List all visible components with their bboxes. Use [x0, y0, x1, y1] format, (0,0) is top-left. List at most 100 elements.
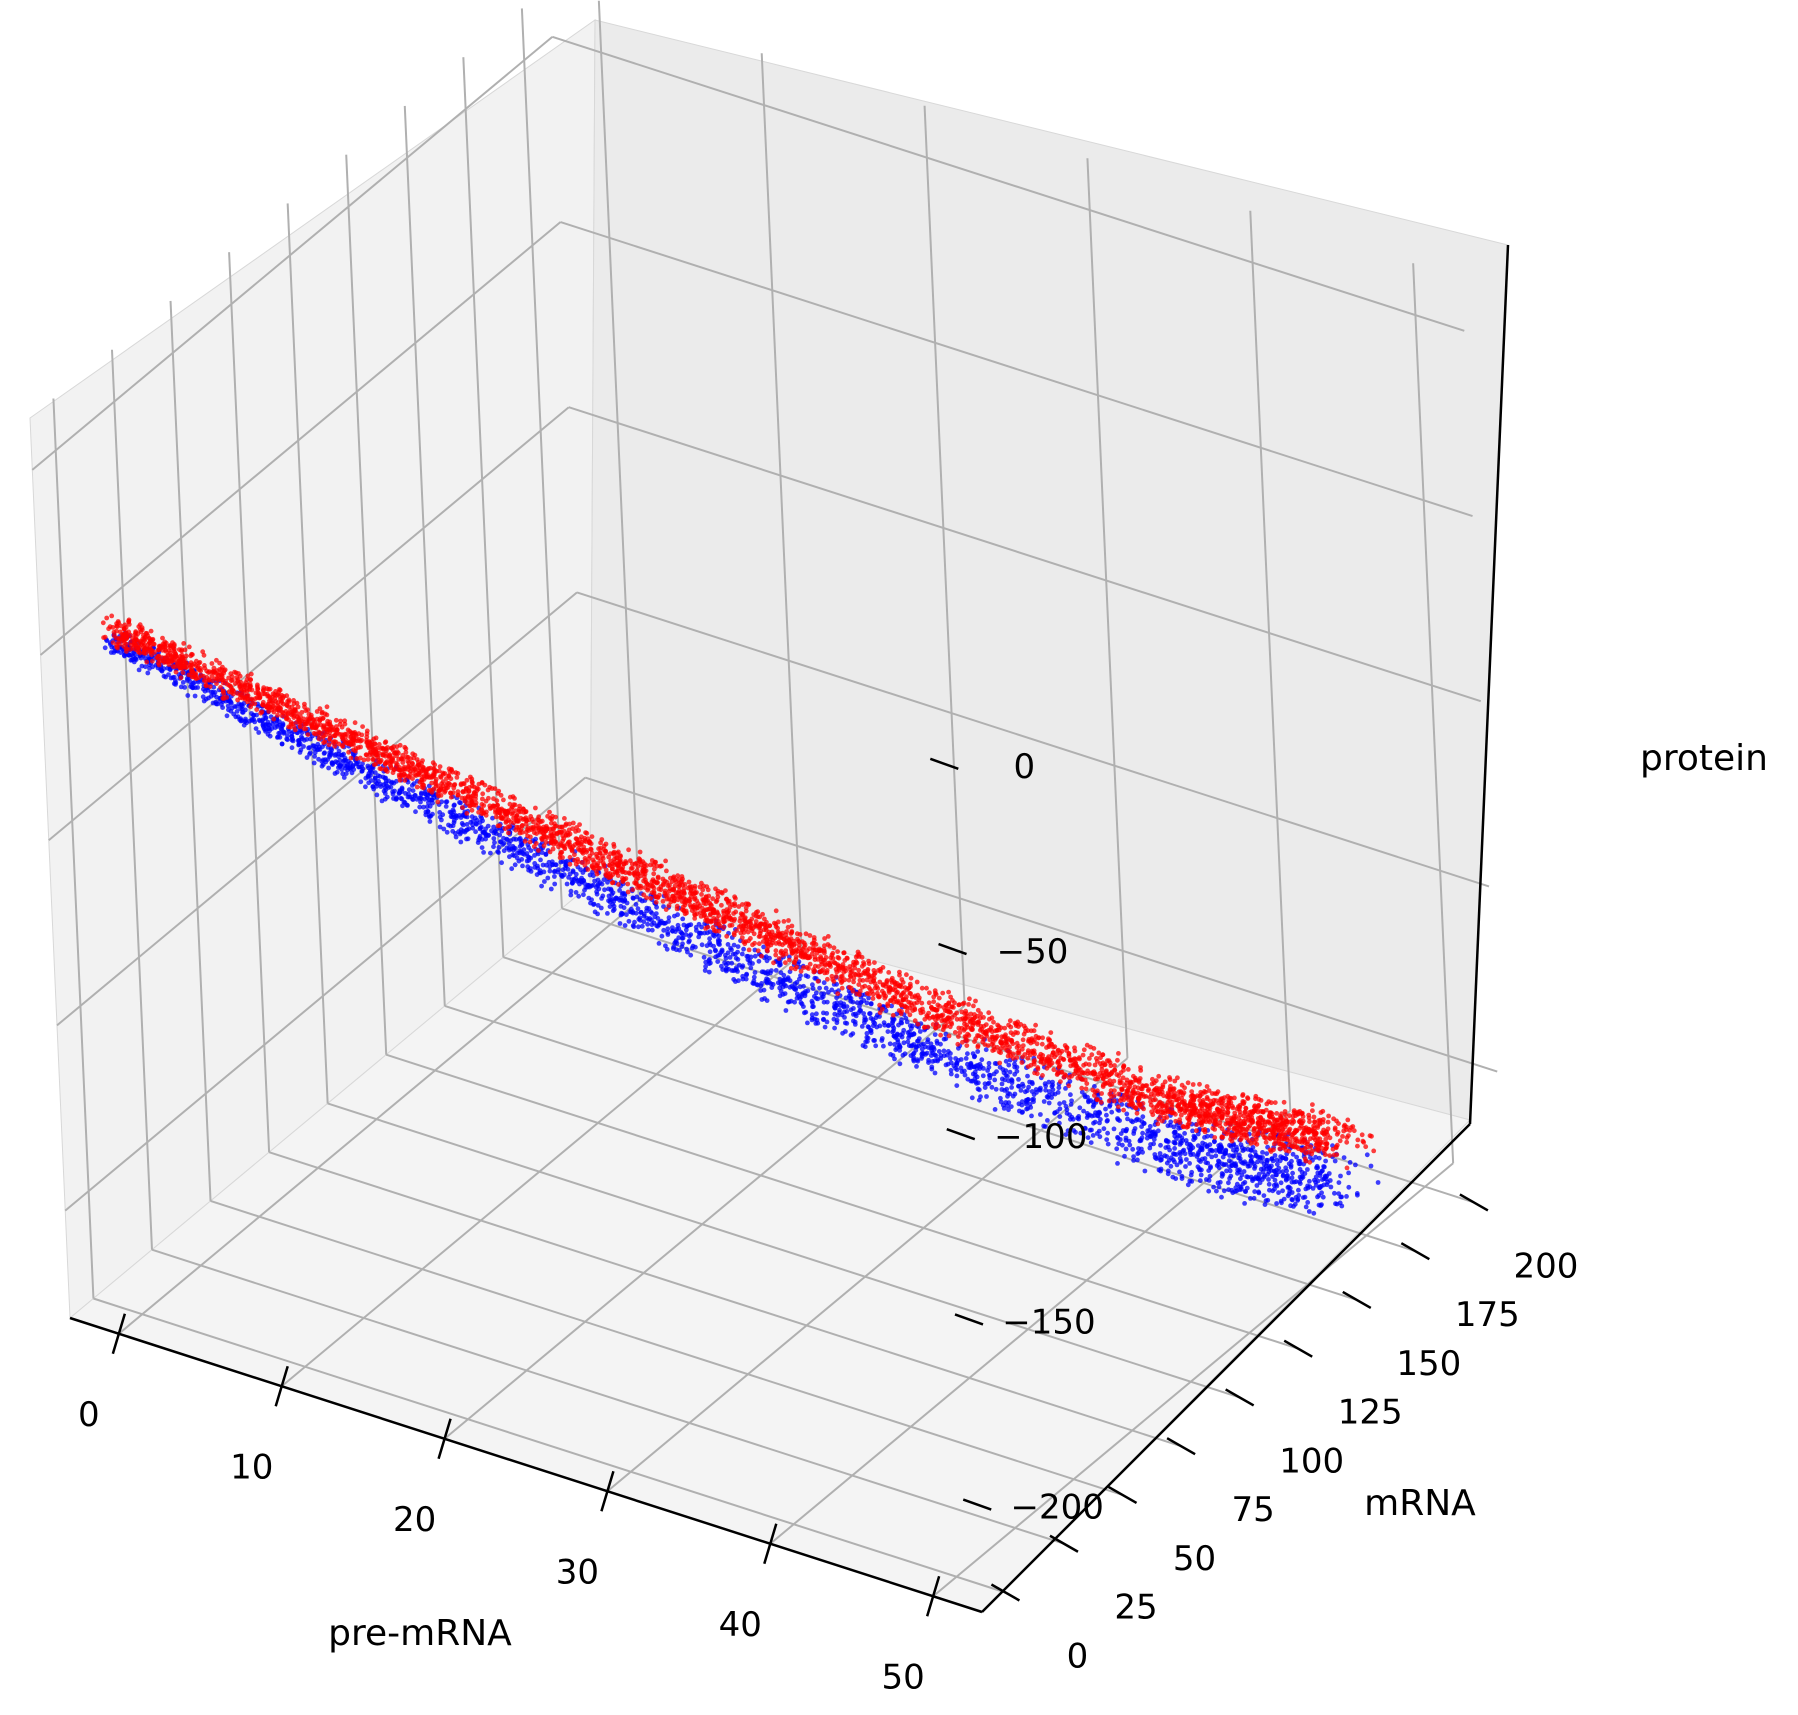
red-point	[541, 843, 547, 849]
blue-point	[491, 844, 496, 850]
blue-point	[257, 718, 263, 724]
blue-point	[1174, 1162, 1180, 1168]
blue-point	[380, 774, 386, 780]
blue-point	[238, 706, 244, 712]
grid-line-z-left	[39, 221, 562, 656]
red-point	[973, 998, 978, 1004]
blue-point	[581, 878, 586, 883]
blue-point	[1116, 1108, 1122, 1113]
blue-point	[1257, 1155, 1263, 1161]
red-point	[305, 732, 311, 737]
blue-point	[908, 1043, 914, 1049]
blue-point	[263, 728, 268, 734]
red-point	[699, 892, 704, 897]
blue-point	[1206, 1188, 1212, 1194]
blue-point	[256, 730, 262, 735]
red-point	[326, 742, 332, 748]
red-point	[860, 984, 865, 990]
blue-point	[899, 1017, 904, 1023]
red-point	[811, 967, 816, 973]
blue-point	[1227, 1168, 1233, 1174]
blue-point	[1173, 1152, 1179, 1157]
blue-point	[1295, 1196, 1301, 1202]
blue-point	[656, 941, 662, 946]
blue-point	[1248, 1174, 1254, 1180]
red-point	[914, 979, 920, 985]
red-point	[671, 895, 677, 901]
blue-point	[911, 1058, 917, 1064]
blue-point	[1292, 1201, 1298, 1207]
blue-point	[360, 761, 365, 767]
blue-point	[544, 862, 549, 868]
red-point	[1325, 1119, 1331, 1125]
blue-point	[543, 852, 549, 857]
blue-point	[1050, 1079, 1055, 1085]
blue-point	[560, 867, 566, 873]
blue-point	[805, 1020, 810, 1026]
red-point	[330, 740, 336, 745]
red-point	[724, 933, 730, 939]
blue-point	[759, 969, 765, 975]
blue-point	[941, 1036, 947, 1042]
blue-point	[813, 995, 819, 1001]
red-point	[812, 957, 818, 962]
red-point	[339, 724, 345, 730]
blue-point	[844, 1021, 850, 1026]
red-point	[962, 1021, 967, 1027]
blue-point	[1219, 1173, 1225, 1179]
blue-point	[388, 784, 394, 790]
red-point	[1112, 1063, 1117, 1068]
blue-point	[1055, 1090, 1061, 1095]
blue-point	[1092, 1119, 1098, 1125]
blue-point	[740, 973, 746, 979]
blue-point	[670, 925, 675, 930]
blue-point	[1046, 1093, 1052, 1098]
blue-point	[332, 753, 338, 758]
blue-point	[1375, 1180, 1381, 1185]
blue-point	[551, 869, 557, 875]
red-point	[1155, 1109, 1161, 1115]
blue-point	[783, 1008, 789, 1013]
blue-point	[210, 700, 216, 706]
blue-point	[272, 725, 278, 730]
blue-point	[1218, 1142, 1223, 1148]
blue-point	[750, 980, 756, 986]
blue-point	[1081, 1108, 1086, 1114]
blue-point	[441, 826, 447, 832]
blue-point	[1070, 1116, 1076, 1122]
blue-point	[243, 707, 248, 713]
blue-point	[1156, 1167, 1162, 1173]
blue-point	[1033, 1087, 1039, 1092]
blue-point	[1087, 1127, 1093, 1133]
blue-point	[672, 913, 677, 919]
blue-point	[373, 779, 378, 785]
blue-point	[915, 1038, 920, 1044]
blue-point	[1227, 1142, 1232, 1148]
blue-point	[526, 867, 531, 873]
blue-point	[963, 1056, 969, 1061]
blue-point	[887, 1041, 893, 1047]
red-point	[775, 925, 780, 931]
red-point	[835, 991, 841, 997]
red-point	[1240, 1093, 1245, 1098]
blue-point	[915, 1058, 921, 1064]
blue-point	[911, 1031, 917, 1037]
blue-point	[228, 708, 234, 714]
blue-point	[542, 879, 547, 884]
blue-point	[168, 675, 174, 681]
blue-point	[1338, 1173, 1343, 1179]
blue-point	[1139, 1124, 1144, 1129]
blue-point	[658, 920, 663, 926]
blue-point	[756, 958, 762, 964]
red-point	[968, 1011, 974, 1017]
red-point	[829, 973, 835, 979]
blue-point	[582, 887, 587, 893]
blue-point	[1296, 1187, 1301, 1193]
blue-point	[859, 1024, 865, 1029]
blue-point	[501, 835, 506, 841]
blue-point	[1057, 1120, 1062, 1126]
blue-point	[336, 748, 342, 754]
red-point	[1355, 1137, 1361, 1143]
red-point	[1261, 1125, 1266, 1131]
blue-point	[1115, 1161, 1120, 1166]
